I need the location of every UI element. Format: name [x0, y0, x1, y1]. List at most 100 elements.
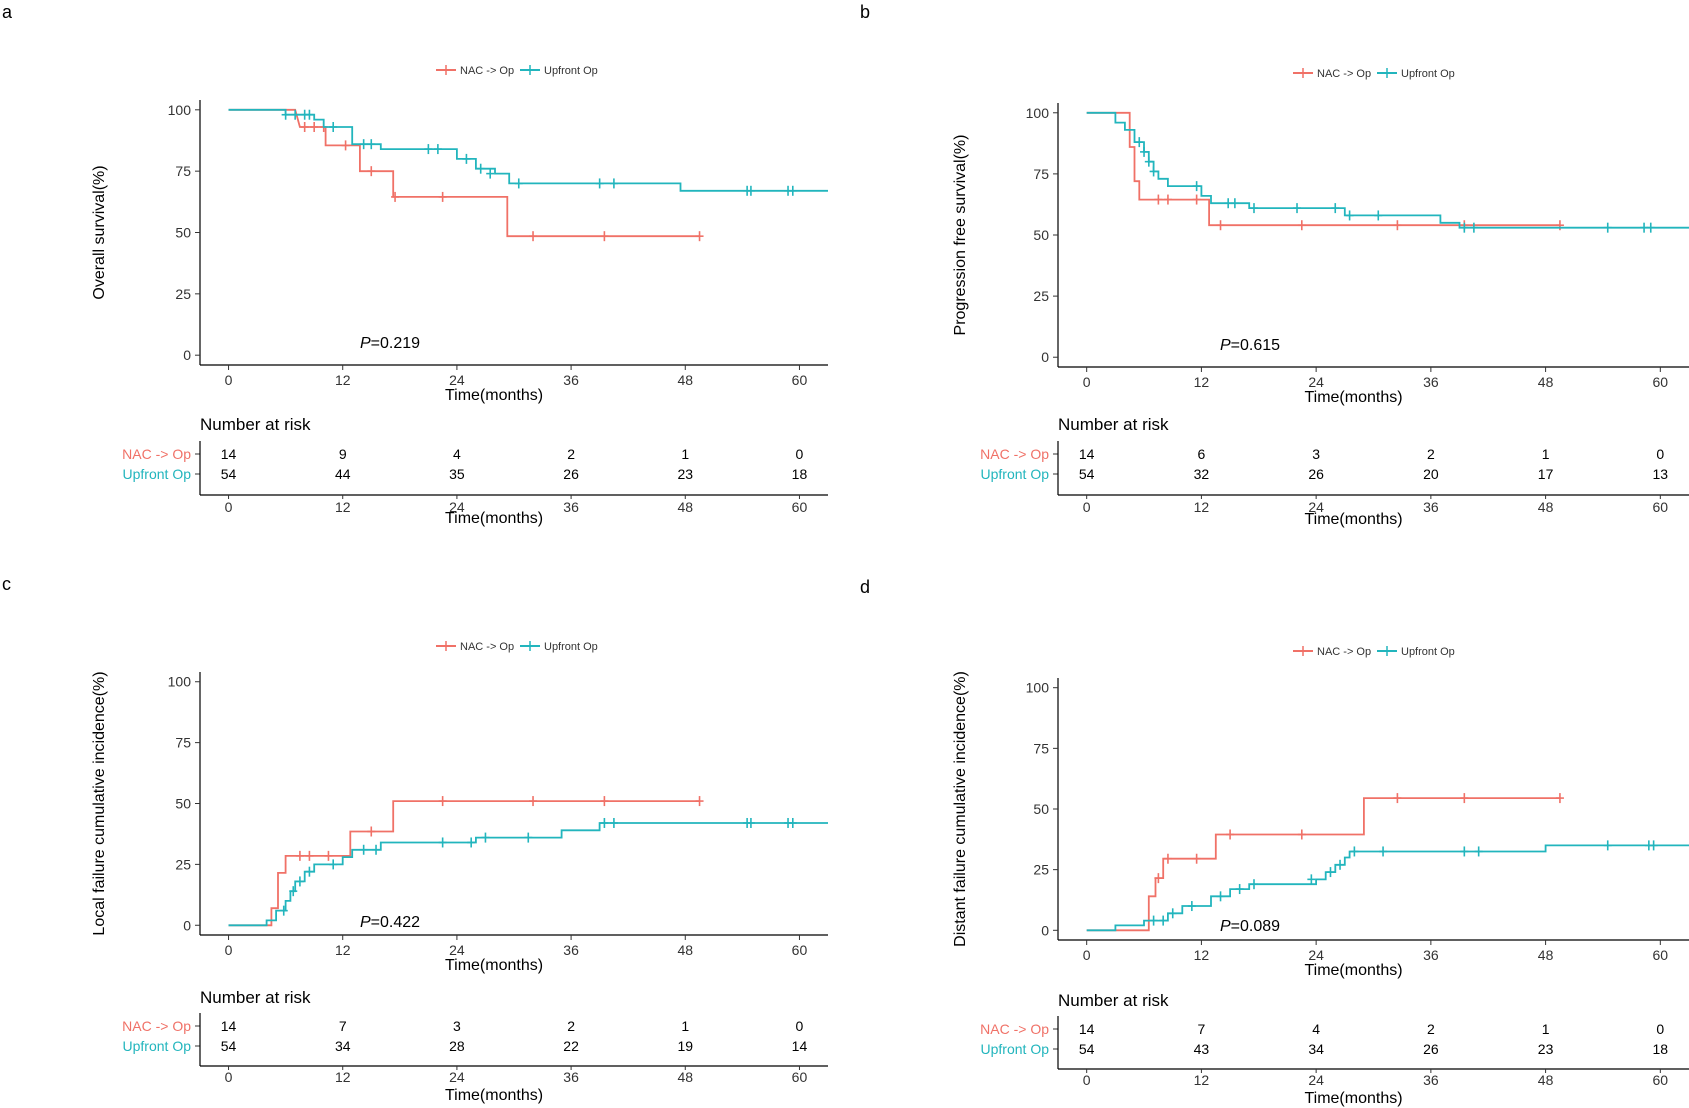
risk-value: 34: [1308, 1041, 1324, 1057]
censor-mark: [1192, 853, 1201, 864]
censor-mark: [1603, 222, 1612, 233]
risk-row-label: NAC -> Op: [122, 1018, 191, 1034]
risk-value: 1: [681, 446, 689, 462]
p-prefix: P: [1220, 337, 1231, 354]
censor-mark: [1159, 915, 1168, 926]
y-tick-label: 50: [1033, 227, 1049, 243]
risk-x-tick-label: 48: [1538, 499, 1554, 515]
censor-mark: [746, 817, 755, 828]
censor-mark: [1154, 873, 1163, 884]
x-tick-label: 60: [792, 942, 808, 958]
risk-value: 18: [792, 466, 808, 482]
series-line-upfront-op: [1086, 111, 1689, 229]
risk-value: 1: [1542, 1021, 1550, 1037]
censor-mark: [1646, 222, 1655, 233]
censor-mark: [695, 231, 704, 242]
censor-mark: [1192, 181, 1201, 192]
censor-mark: [438, 796, 447, 807]
y-tick-label: 0: [183, 917, 191, 933]
risk-value: 14: [1079, 1021, 1095, 1037]
legend: NAC -> Op Upfront Op: [436, 65, 598, 77]
risk-x-tick-label: 36: [563, 1069, 579, 1085]
censor-mark: [295, 850, 304, 861]
censor-mark: [289, 886, 298, 897]
legend: NAC -> Op Upfront Op: [436, 641, 598, 653]
censor-mark: [367, 826, 376, 837]
risk-value: 17: [1538, 466, 1554, 482]
y-tick-label: 75: [1033, 166, 1049, 182]
x-tick-label: 60: [1653, 374, 1669, 390]
risk-value: 0: [1656, 1021, 1664, 1037]
risk-x-tick-label: 12: [1194, 1072, 1210, 1088]
legend: NAC -> Op Upfront Op: [1293, 68, 1455, 80]
censor-mark: [788, 817, 797, 828]
y-tick-label: 100: [1026, 680, 1050, 696]
x-tick-label: 0: [225, 372, 233, 388]
y-tick-label: 100: [168, 674, 192, 690]
y-tick-label: 100: [1026, 105, 1050, 121]
risk-value: 13: [1653, 466, 1669, 482]
y-axis-title: Local failure cumulative incidence(%): [91, 671, 108, 935]
risk-x-tick-label: 48: [677, 499, 693, 515]
risk-value: 14: [792, 1038, 808, 1054]
censor-mark: [1393, 220, 1402, 231]
risk-x-tick-label: 0: [225, 1069, 233, 1085]
y-tick-label: 100: [168, 102, 192, 118]
risk-x-tick-label: 48: [677, 1069, 693, 1085]
legend-label: NAC -> Op: [1317, 68, 1371, 80]
legend-label: Upfront Op: [544, 65, 598, 77]
censor-mark: [524, 832, 533, 843]
censor-mark: [1345, 210, 1354, 221]
risk-x-axis-title: Time(months): [1304, 511, 1402, 528]
censor-mark: [467, 837, 476, 848]
y-tick-label: 50: [1033, 801, 1049, 817]
censor-mark: [291, 109, 300, 120]
risk-value: 9: [339, 446, 347, 462]
censor-mark: [1350, 846, 1359, 857]
risk-x-tick-label: 0: [225, 499, 233, 515]
risk-value: 2: [567, 1018, 575, 1034]
censor-mark: [367, 139, 376, 150]
risk-x-tick-label: 60: [1653, 499, 1669, 515]
x-tick-label: 48: [677, 942, 693, 958]
censor-mark: [305, 109, 314, 120]
risk-value: 34: [335, 1038, 351, 1054]
censor-mark: [1224, 198, 1233, 209]
censor-mark: [486, 168, 495, 179]
censor-mark: [529, 796, 538, 807]
p-value: P=0.089: [1220, 918, 1280, 935]
risk-x-tick-label: 24: [449, 499, 465, 515]
y-tick-label: 25: [1033, 288, 1049, 304]
risk-x-tick-label: 12: [335, 499, 351, 515]
risk-value: 22: [563, 1038, 579, 1054]
x-tick-label: 24: [449, 942, 465, 958]
censor-mark: [1460, 846, 1469, 857]
censor-mark: [1249, 203, 1258, 214]
risk-x-tick-label: 12: [1194, 499, 1210, 515]
risk-table-title: Number at risk: [1058, 415, 1169, 434]
risk-x-tick-label: 36: [1423, 1072, 1439, 1088]
risk-value: 35: [449, 466, 465, 482]
risk-x-tick-label: 0: [1083, 499, 1091, 515]
x-tick-label: 36: [1423, 947, 1439, 963]
risk-row-label: NAC -> Op: [980, 446, 1049, 462]
x-tick-label: 48: [1538, 374, 1554, 390]
censor-mark: [695, 796, 704, 807]
risk-row-label: NAC -> Op: [980, 1021, 1049, 1037]
p-prefix: P: [360, 914, 371, 931]
x-tick-label: 24: [1308, 947, 1324, 963]
censor-mark: [438, 191, 447, 202]
censor-mark: [1140, 146, 1149, 157]
y-tick-label: 50: [175, 796, 191, 812]
risk-value: 0: [796, 446, 804, 462]
censor-mark: [1374, 210, 1383, 221]
censor-mark: [1293, 203, 1302, 214]
risk-x-tick-label: 36: [563, 499, 579, 515]
x-tick-label: 48: [677, 372, 693, 388]
risk-x-axis-title: Time(months): [445, 510, 543, 527]
p-prefix: P: [1220, 918, 1231, 935]
censor-mark: [1555, 220, 1564, 231]
risk-table: Number at risk NAC -> Op 14 9 4 2 1 0 Upfront Op…: [122, 415, 828, 527]
